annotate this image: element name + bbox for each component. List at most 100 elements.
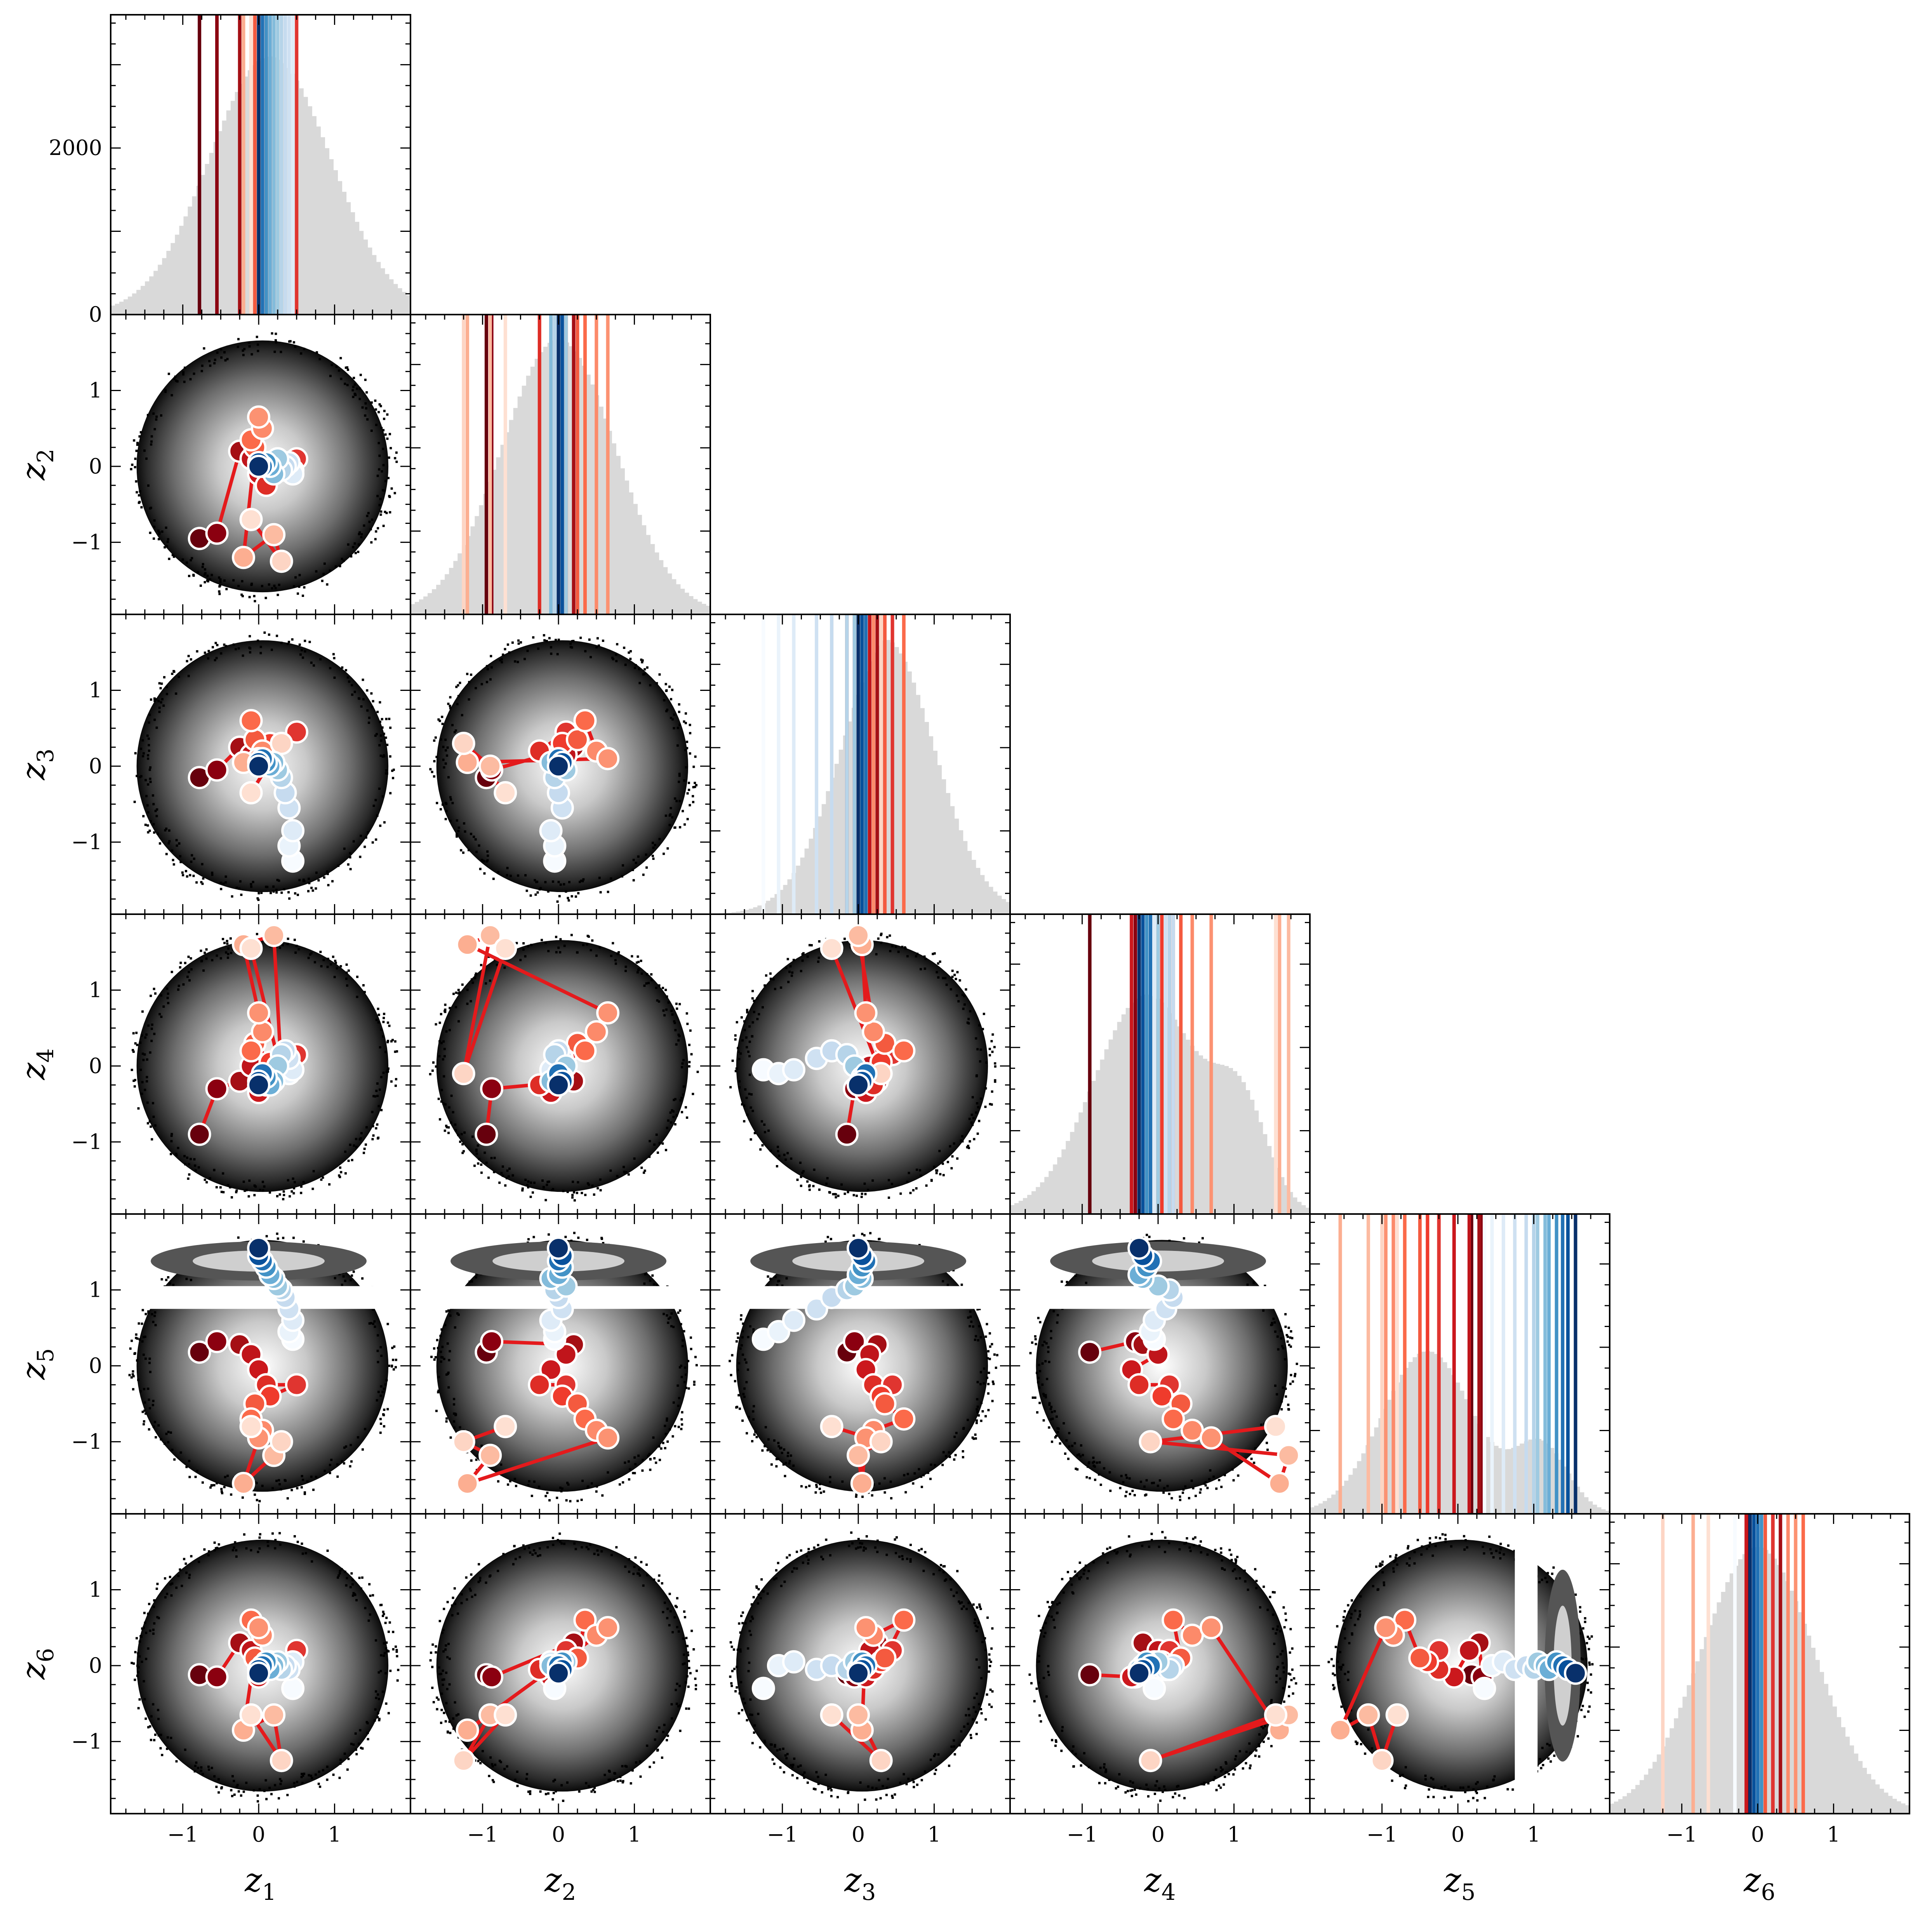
density-speck xyxy=(598,644,600,647)
density-speck xyxy=(658,838,661,840)
density-speck xyxy=(301,1542,303,1545)
histogram-bar xyxy=(1327,1498,1332,1514)
density-speck xyxy=(344,383,346,385)
trajectory-point xyxy=(584,1020,608,1044)
density-speck xyxy=(384,1621,387,1624)
density-speck xyxy=(616,1780,619,1783)
density-speck xyxy=(443,1711,445,1714)
density-speck xyxy=(551,1189,553,1191)
density-speck xyxy=(930,1463,932,1466)
density-speck xyxy=(679,826,682,829)
density-speck xyxy=(369,1595,372,1597)
density-speck xyxy=(153,718,156,721)
density-speck xyxy=(383,821,386,824)
density-speck xyxy=(148,1120,151,1123)
density-speck xyxy=(586,1238,588,1241)
density-speck xyxy=(590,1482,593,1485)
density-speck xyxy=(224,875,227,878)
density-speck xyxy=(384,480,387,482)
density-speck xyxy=(211,871,214,874)
density-speck xyxy=(488,1575,491,1578)
density-speck xyxy=(326,870,329,873)
density-speck xyxy=(226,942,229,945)
density-speck xyxy=(378,468,381,471)
density-speck xyxy=(360,835,362,837)
density-speck xyxy=(696,1071,699,1073)
density-speck xyxy=(363,524,365,527)
density-speck xyxy=(352,1270,355,1273)
density-speck xyxy=(132,1051,135,1053)
density-speck xyxy=(799,1162,802,1164)
density-speck xyxy=(307,890,310,892)
density-speck xyxy=(346,384,349,386)
density-speck xyxy=(565,1499,568,1502)
panel-z2-z4 xyxy=(410,913,711,1215)
panel-content xyxy=(130,924,398,1200)
density-speck xyxy=(451,1604,454,1607)
density-speck xyxy=(818,1487,821,1490)
density-speck xyxy=(570,646,573,649)
density-speck xyxy=(743,1020,746,1023)
density-speck xyxy=(944,977,947,979)
density-speck xyxy=(263,1185,266,1188)
histogram-bar xyxy=(376,262,381,315)
density-speck xyxy=(548,1499,551,1502)
histogram-bar xyxy=(603,418,608,614)
density-speck xyxy=(475,1276,477,1278)
density-speck xyxy=(738,1086,741,1089)
density-speck xyxy=(1125,1477,1128,1479)
histogram-bar xyxy=(1044,1177,1049,1214)
density-speck xyxy=(1055,1435,1057,1437)
density-speck xyxy=(984,1087,987,1090)
density-speck xyxy=(528,1546,530,1549)
histogram-bar xyxy=(671,579,676,614)
density-speck xyxy=(681,1411,683,1414)
density-speck xyxy=(642,873,645,876)
density-speck xyxy=(661,1756,663,1759)
density-speck xyxy=(670,1312,673,1315)
panel-grid: −1 0 1z1−1 0 1z2−1 0 1z3−1 0 1z4−1 0 1z5−1 0 1z60200… xyxy=(14,14,1910,1905)
density-speck xyxy=(430,1651,433,1654)
density-speck xyxy=(190,860,193,863)
density-speck xyxy=(272,885,275,888)
density-speck xyxy=(574,895,577,898)
density-speck xyxy=(904,946,906,949)
density-speck xyxy=(213,1169,216,1172)
density-speck xyxy=(692,765,695,768)
density-speck xyxy=(200,881,203,884)
density-speck xyxy=(448,1658,451,1660)
density-speck xyxy=(160,414,162,417)
trajectory-point xyxy=(547,1236,570,1260)
density-speck xyxy=(447,776,450,779)
density-speck xyxy=(560,1542,563,1545)
density-speck xyxy=(675,1703,678,1705)
density-speck xyxy=(311,1560,313,1563)
density-speck xyxy=(155,726,158,729)
density-speck xyxy=(453,1420,456,1423)
density-speck xyxy=(763,984,766,987)
density-speck xyxy=(1038,1386,1040,1389)
density-speck xyxy=(145,795,148,797)
histogram-bar xyxy=(1596,1507,1602,1514)
histogram-bar xyxy=(766,901,770,914)
histogram-bar xyxy=(577,358,582,614)
density-speck xyxy=(1129,1492,1131,1495)
density-speck xyxy=(379,497,382,500)
density-speck xyxy=(303,348,306,350)
trajectory-point xyxy=(850,1471,874,1495)
density-speck xyxy=(343,1752,346,1755)
density-speck xyxy=(741,1336,744,1339)
histogram-bar xyxy=(899,653,903,914)
density-speck xyxy=(551,1798,554,1801)
density-speck xyxy=(656,682,658,685)
density-speck xyxy=(751,1035,753,1038)
density-speck xyxy=(755,1436,758,1438)
density-speck xyxy=(334,962,337,964)
density-speck xyxy=(640,960,642,962)
density-speck xyxy=(142,1059,145,1061)
density-speck xyxy=(381,470,383,473)
density-speck xyxy=(1122,1481,1125,1484)
density-speck xyxy=(344,1150,347,1153)
histogram-bar xyxy=(534,358,539,614)
density-speck xyxy=(391,1365,393,1368)
